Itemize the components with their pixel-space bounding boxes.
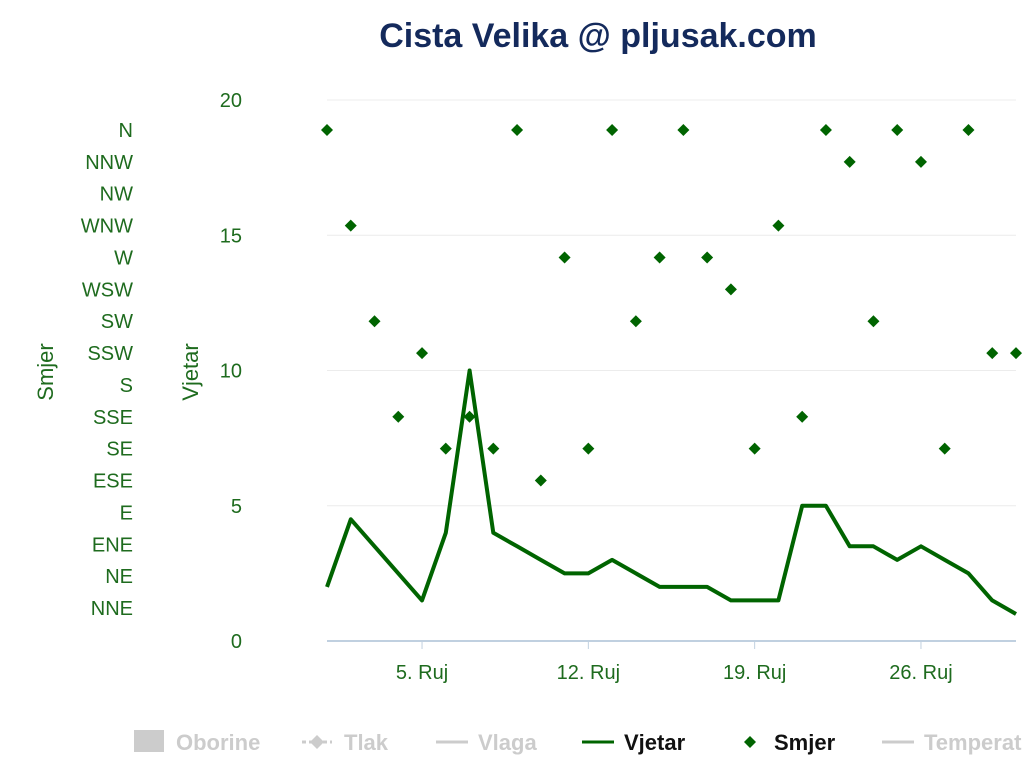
legend-label: Tlak bbox=[344, 730, 389, 755]
wind-axis: 0 5 10 15 20 bbox=[220, 90, 242, 653]
direction-tick-label: SE bbox=[106, 439, 133, 461]
legend: Oborine Tlak Vlaga Vjetar Smjer Temperat bbox=[134, 730, 1022, 755]
direction-point bbox=[891, 124, 904, 136]
direction-point bbox=[534, 474, 547, 487]
legend-label: Smjer bbox=[774, 730, 836, 755]
direction-point bbox=[606, 124, 619, 136]
grid bbox=[327, 99, 1016, 642]
direction-point bbox=[558, 251, 571, 264]
direction-point bbox=[796, 410, 809, 423]
legend-item-vjetar[interactable]: Vjetar bbox=[582, 730, 686, 755]
x-tick-label: 26. Ruj bbox=[889, 662, 952, 684]
direction-point bbox=[582, 442, 595, 455]
direction-point bbox=[416, 347, 429, 360]
direction-point bbox=[867, 315, 880, 328]
wind-tick-label: 20 bbox=[220, 90, 242, 112]
direction-point bbox=[629, 315, 642, 328]
x-tick-label: 12. Ruj bbox=[557, 662, 620, 684]
direction-point bbox=[748, 442, 761, 455]
legend-label: Vjetar bbox=[624, 730, 686, 755]
direction-point bbox=[321, 124, 333, 136]
series-line-vjetar bbox=[325, 368, 1017, 616]
direction-tick-label: E bbox=[120, 502, 133, 524]
legend-item-smjer[interactable]: Smjer bbox=[744, 730, 836, 755]
legend-item-vlaga[interactable]: Vlaga bbox=[436, 730, 537, 755]
direction-tick-label: ENE bbox=[92, 534, 133, 556]
direction-point bbox=[344, 219, 357, 232]
x-tick-label: 19. Ruj bbox=[723, 662, 786, 684]
direction-point bbox=[843, 155, 856, 168]
direction-axis-title: Smjer bbox=[33, 343, 58, 400]
x-axis: 5. Ruj 12. Ruj 19. Ruj 26. Ruj bbox=[396, 641, 953, 684]
direction-point bbox=[487, 442, 500, 455]
legend-symbol bbox=[744, 736, 756, 748]
direction-tick-label: NNE bbox=[91, 598, 133, 620]
direction-tick-label: W bbox=[114, 247, 133, 269]
direction-tick-label: WSW bbox=[82, 279, 133, 301]
direction-tick-label: S bbox=[120, 375, 133, 397]
plot-area bbox=[321, 124, 1022, 616]
direction-point bbox=[511, 124, 524, 136]
legend-label: Oborine bbox=[176, 730, 260, 755]
direction-tick-label: SW bbox=[101, 311, 133, 333]
direction-point bbox=[986, 347, 999, 360]
direction-tick-label: ESE bbox=[93, 471, 133, 493]
direction-point bbox=[724, 283, 737, 296]
wind-tick-label: 0 bbox=[231, 631, 242, 653]
legend-item-temperat[interactable]: Temperat bbox=[882, 730, 1022, 755]
legend-symbol bbox=[134, 730, 164, 752]
direction-point bbox=[819, 124, 832, 136]
legend-item-tlak[interactable]: Tlak bbox=[302, 730, 389, 755]
wind-tick-label: 5 bbox=[231, 496, 242, 518]
legend-item-oborine[interactable]: Oborine bbox=[134, 730, 260, 755]
x-tick-label: 5. Ruj bbox=[396, 662, 448, 684]
direction-point bbox=[677, 124, 690, 136]
direction-point bbox=[938, 442, 951, 455]
direction-point bbox=[368, 315, 381, 328]
direction-tick-label: NE bbox=[105, 566, 133, 588]
direction-tick-label: NW bbox=[100, 184, 133, 206]
wind-tick-label: 10 bbox=[220, 361, 242, 383]
legend-marker bbox=[310, 735, 324, 749]
direction-point bbox=[653, 251, 666, 264]
direction-axis: NNE NE ENE E ESE SE SSE S SSW SW WSW W WNW NW NNW N bbox=[81, 120, 133, 620]
direction-tick-label: SSW bbox=[87, 343, 133, 365]
direction-tick-label: SSE bbox=[93, 407, 133, 429]
direction-point bbox=[439, 442, 452, 455]
direction-point bbox=[962, 124, 975, 136]
direction-tick-label: N bbox=[119, 120, 133, 142]
direction-point bbox=[1010, 347, 1022, 360]
direction-tick-label: WNW bbox=[81, 216, 133, 238]
direction-point bbox=[772, 219, 785, 232]
legend-label: Temperat bbox=[924, 730, 1022, 755]
direction-point bbox=[701, 251, 714, 264]
direction-point bbox=[392, 410, 405, 423]
wind-axis-title: Vjetar bbox=[178, 343, 203, 400]
wind-tick-label: 15 bbox=[220, 225, 242, 247]
chart-title: Cista Velika @ pljusak.com bbox=[379, 17, 817, 55]
legend-label: Vlaga bbox=[478, 730, 537, 755]
direction-tick-label: NNW bbox=[85, 152, 133, 174]
direction-point bbox=[463, 410, 476, 423]
direction-point bbox=[914, 155, 927, 168]
